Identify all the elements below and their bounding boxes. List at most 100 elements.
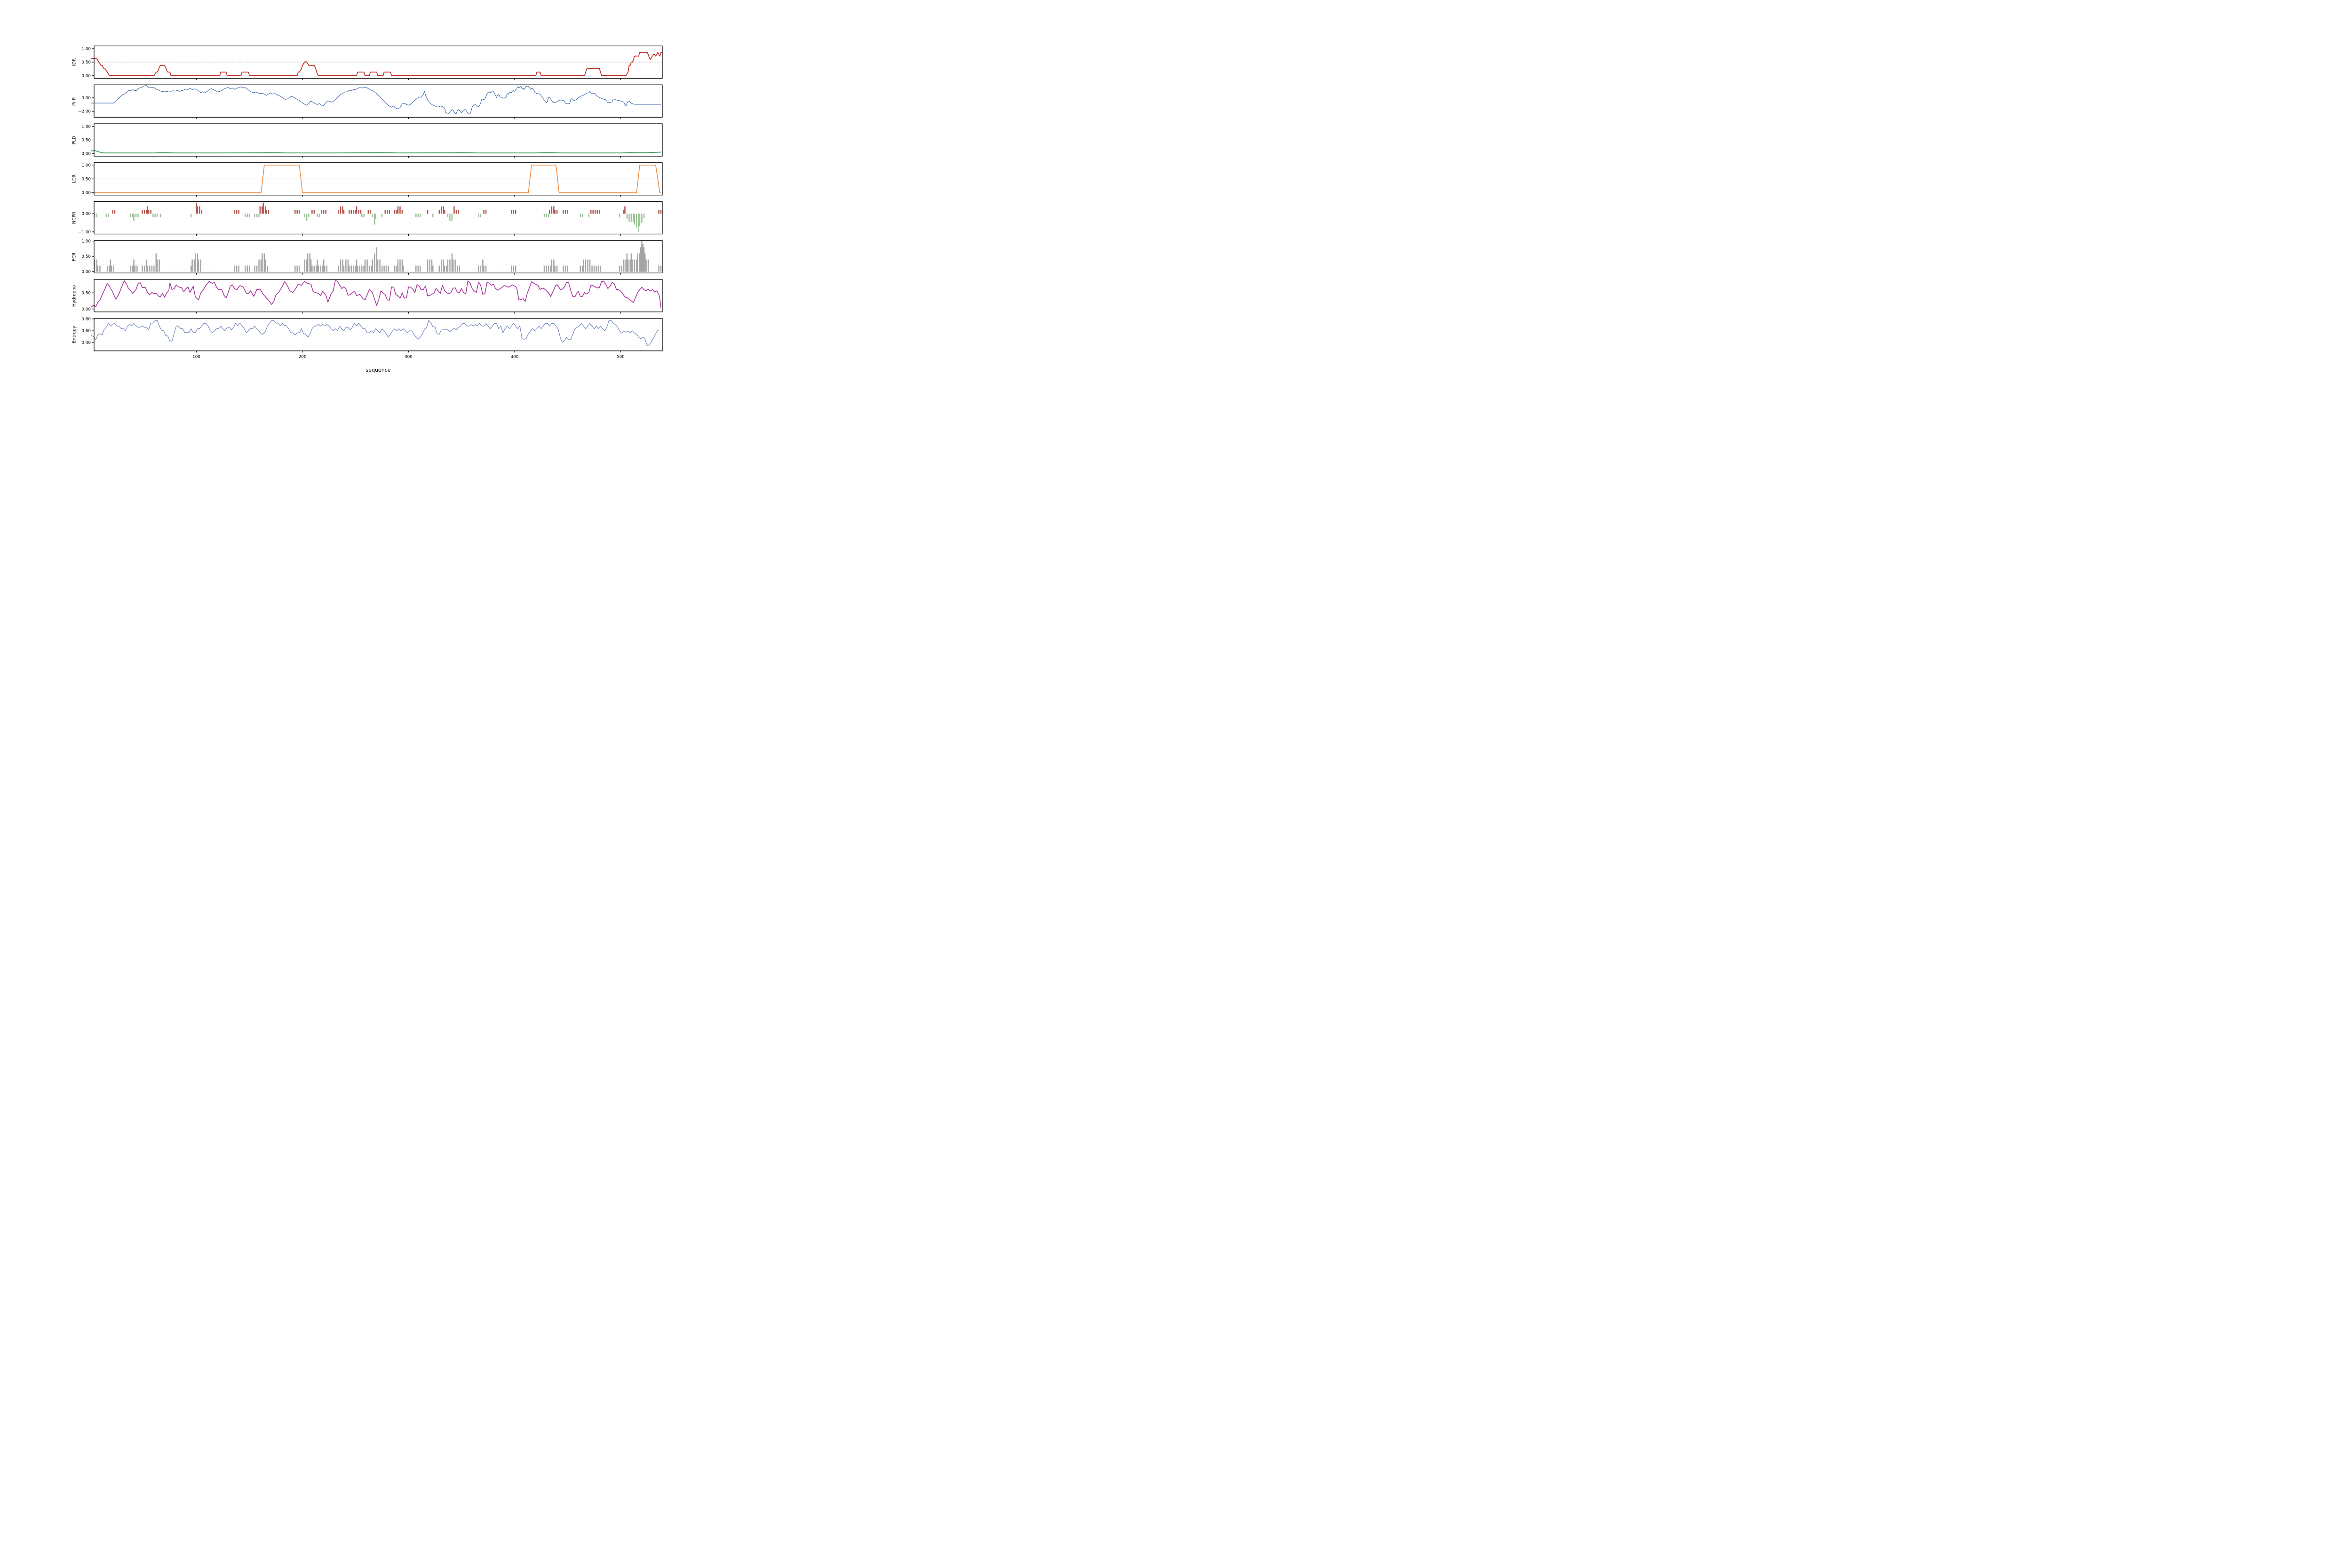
- bar-fcr: [377, 259, 379, 272]
- bar-ncpr: [513, 210, 514, 214]
- bar-fcr: [264, 259, 266, 272]
- panel-border-fcr: [94, 240, 663, 273]
- bar-fcr: [159, 259, 160, 272]
- bar-ncpr: [420, 214, 421, 217]
- bar-ncpr: [304, 214, 305, 217]
- bar-ncpr: [306, 214, 308, 221]
- bar-fcr: [627, 259, 629, 272]
- bar-fcr: [263, 253, 265, 272]
- bar-fcr: [396, 265, 397, 272]
- bar-fcr: [313, 265, 315, 272]
- bar-fcr: [449, 259, 451, 272]
- bar-ncpr: [438, 210, 440, 214]
- bar-fcr: [356, 259, 358, 272]
- bar-fcr: [366, 259, 368, 272]
- bar-ncpr: [323, 210, 325, 214]
- bar-fcr: [580, 265, 581, 272]
- bar-fcr: [385, 265, 387, 272]
- bar-fcr: [136, 265, 138, 272]
- bar-fcr: [630, 253, 632, 272]
- bar-ncpr: [159, 214, 161, 217]
- bar-fcr: [554, 265, 556, 272]
- bar-fcr: [142, 265, 143, 272]
- series-lcr: [91, 164, 661, 193]
- bar-ncpr: [546, 214, 547, 217]
- bar-ncpr: [96, 214, 97, 217]
- bar-fcr: [361, 265, 363, 272]
- bar-fcr: [254, 265, 255, 272]
- bar-fcr: [383, 265, 385, 272]
- bar-fcr: [583, 259, 584, 272]
- bar-ncpr: [94, 214, 95, 217]
- bar-fcr: [587, 259, 588, 272]
- ytick-label-entropy: 0.80: [81, 317, 91, 322]
- bar-ncpr: [133, 214, 135, 221]
- bar-fcr: [637, 253, 638, 272]
- bar-fcr: [318, 265, 319, 272]
- xtick-label: 100: [192, 355, 200, 359]
- ytick-label-pipi: −2.00: [78, 110, 91, 114]
- bar-ncpr: [313, 210, 315, 214]
- bar-ncpr: [483, 210, 485, 214]
- bar-fcr: [438, 265, 440, 272]
- bar-ncpr: [387, 210, 388, 214]
- bar-fcr: [147, 265, 149, 272]
- bar-fcr: [197, 253, 199, 272]
- bar-fcr: [543, 265, 545, 272]
- bar-fcr: [304, 259, 305, 272]
- bar-ncpr: [234, 210, 235, 214]
- bar-fcr: [546, 265, 547, 272]
- bar-fcr: [345, 259, 347, 272]
- bar-fcr: [643, 247, 645, 272]
- bar-fcr: [110, 259, 111, 272]
- bar-ncpr: [630, 214, 632, 222]
- bar-fcr: [371, 265, 372, 272]
- bar-fcr: [553, 259, 555, 272]
- bar-ncpr: [564, 210, 566, 214]
- bar-ncpr: [132, 214, 134, 217]
- bar-fcr: [551, 259, 553, 272]
- bar-fcr: [307, 253, 309, 272]
- bar-ncpr: [478, 214, 479, 217]
- ytick-label-fcr: 0.00: [81, 270, 91, 275]
- ytick-label-hydropho: 0.50: [81, 291, 91, 295]
- ytick-label-pipi: 0.00: [81, 96, 91, 101]
- bar-fcr: [238, 265, 239, 272]
- bar-fcr: [642, 244, 644, 272]
- bar-ncpr: [643, 214, 645, 218]
- bar-fcr: [353, 265, 354, 272]
- bar-fcr: [403, 265, 404, 272]
- bar-fcr: [394, 265, 396, 272]
- bar-fcr: [556, 265, 558, 272]
- bar-fcr: [600, 265, 601, 272]
- bar-ncpr: [296, 210, 298, 214]
- ytick-label-entropy: 0.60: [81, 329, 91, 334]
- bar-fcr: [349, 265, 350, 272]
- bar-ncpr: [266, 210, 267, 214]
- bar-ncpr: [619, 214, 620, 217]
- bar-fcr: [631, 259, 633, 272]
- bar-fcr: [193, 259, 195, 272]
- ytick-label-ncpr: −1.00: [78, 230, 91, 235]
- bar-ncpr: [147, 206, 149, 214]
- bar-ncpr: [628, 214, 630, 222]
- bar-fcr: [249, 265, 250, 272]
- bar-ncpr: [325, 210, 326, 214]
- bar-fcr: [626, 253, 628, 272]
- bar-fcr: [397, 259, 399, 272]
- bar-fcr: [644, 253, 646, 272]
- bar-ncpr: [444, 210, 445, 214]
- bar-fcr: [585, 259, 587, 272]
- bar-ncpr: [634, 214, 635, 225]
- ytick-label-fcr: 1.00: [81, 239, 91, 244]
- ytick-label-fcr: 0.50: [81, 255, 91, 259]
- bar-ncpr: [374, 214, 375, 225]
- bar-fcr: [478, 265, 479, 272]
- bar-fcr: [640, 247, 642, 272]
- bar-ncpr: [580, 214, 581, 217]
- bar-fcr: [363, 265, 365, 272]
- bar-ncpr: [311, 210, 313, 214]
- bar-ncpr: [268, 210, 270, 214]
- bar-ncpr: [485, 210, 487, 214]
- ylabel-ncpr: NCPR: [72, 211, 77, 224]
